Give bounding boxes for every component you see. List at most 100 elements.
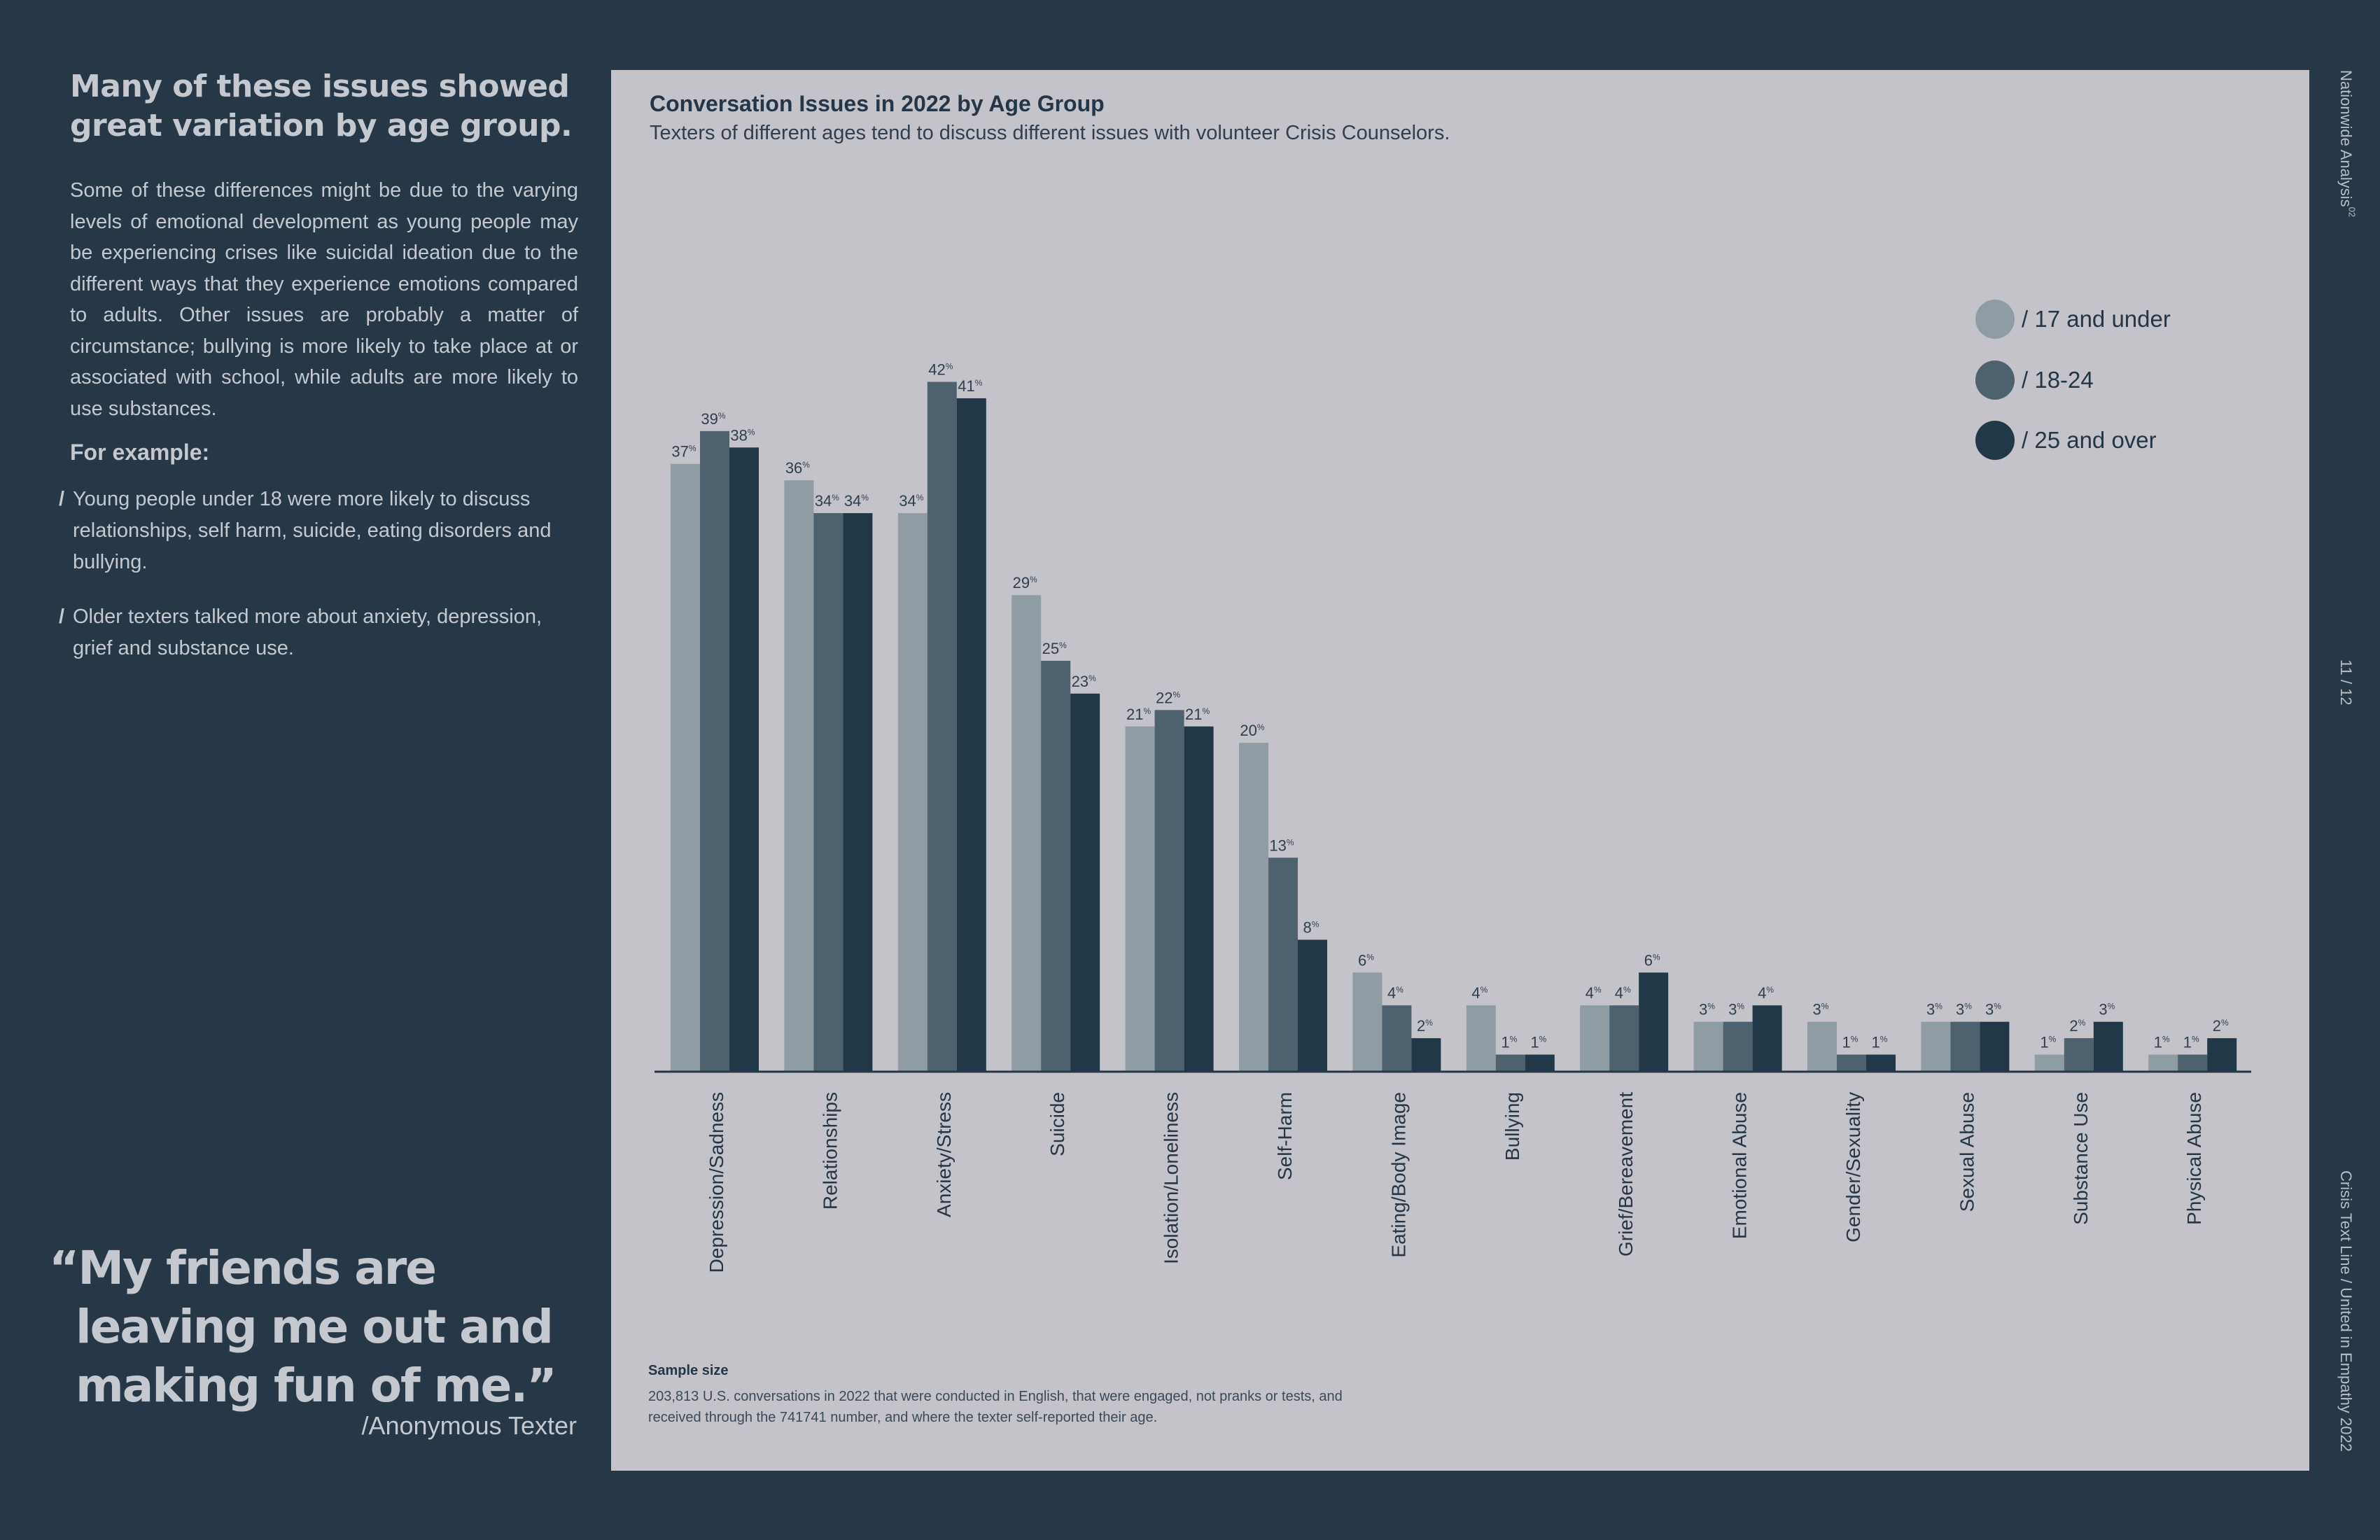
bar bbox=[1525, 1054, 1555, 1071]
legend-label: / 17 and under bbox=[2022, 306, 2171, 332]
data-label: 38% bbox=[730, 426, 755, 444]
bar bbox=[1352, 972, 1382, 1071]
data-label: 2% bbox=[2213, 1017, 2229, 1035]
bar bbox=[1382, 1005, 1412, 1071]
category-label: Grief/Bereavement bbox=[1615, 1092, 1637, 1256]
data-label: 3% bbox=[2099, 1001, 2115, 1018]
data-label: 39% bbox=[701, 410, 725, 428]
bar bbox=[1154, 710, 1184, 1071]
category-label: Relationships bbox=[819, 1092, 841, 1210]
bullet-marker: / bbox=[59, 606, 65, 628]
data-label: 21% bbox=[1185, 706, 1210, 723]
bar bbox=[671, 463, 700, 1071]
data-label: 25% bbox=[1042, 640, 1067, 657]
bar bbox=[927, 382, 957, 1071]
data-label: 21% bbox=[1126, 706, 1151, 723]
legend-label: / 18-24 bbox=[2022, 367, 2094, 393]
bar bbox=[1609, 1005, 1639, 1071]
category-label: Depression/Sadness bbox=[706, 1092, 727, 1273]
side-section-label: Nationwide Analysis02 bbox=[2337, 70, 2358, 218]
data-label: 41% bbox=[958, 377, 982, 395]
data-label: 29% bbox=[1013, 574, 1037, 592]
data-label: 3% bbox=[1926, 1001, 1942, 1018]
bar-chart: 37% 39% 38% Depression/Sadness 36% 34% 34% Rela… bbox=[654, 300, 2251, 1273]
quote-line: “My friends are bbox=[49, 1241, 437, 1295]
data-label: 1% bbox=[1842, 1034, 1858, 1051]
bar bbox=[2148, 1054, 2178, 1071]
data-label: 4% bbox=[1758, 984, 1774, 1002]
bar bbox=[1011, 595, 1042, 1071]
data-label: 4% bbox=[1471, 984, 1488, 1002]
intro-section: Many of these issues showed great variat… bbox=[59, 67, 578, 687]
bar bbox=[1466, 1005, 1496, 1071]
data-label: 36% bbox=[785, 459, 810, 477]
data-label: 34% bbox=[815, 492, 839, 510]
bar bbox=[1298, 939, 1327, 1071]
data-label: 23% bbox=[1072, 673, 1096, 690]
bar bbox=[1693, 1021, 1723, 1071]
bar bbox=[1639, 972, 1669, 1071]
bar bbox=[2064, 1038, 2094, 1071]
bar bbox=[784, 480, 814, 1071]
intro-paragraph: Some of these differences might be due t… bbox=[70, 179, 578, 420]
category-label: Bullying bbox=[1502, 1092, 1523, 1161]
bar bbox=[2178, 1054, 2208, 1071]
bar bbox=[1752, 1005, 1782, 1071]
quote-line: leaving me out and bbox=[76, 1300, 554, 1354]
data-label: 1% bbox=[1530, 1034, 1546, 1051]
legend-swatch bbox=[1975, 421, 2015, 460]
bar bbox=[1411, 1038, 1441, 1071]
bar bbox=[2034, 1054, 2064, 1071]
quote-text: “My friends are leaving me out and makin… bbox=[49, 1239, 581, 1415]
bar bbox=[1580, 1005, 1610, 1071]
category-label: Eating/Body Image bbox=[1387, 1092, 1409, 1258]
category-label: Substance Use bbox=[2070, 1092, 2092, 1225]
section-heading: Many of these issues showed great variat… bbox=[70, 69, 573, 144]
example-list: / Young people under 18 were more likely… bbox=[59, 484, 578, 664]
bar bbox=[1723, 1021, 1753, 1071]
bar bbox=[2093, 1021, 2123, 1071]
bar bbox=[1268, 858, 1298, 1071]
data-label: 13% bbox=[1269, 836, 1294, 854]
bar bbox=[1866, 1054, 1896, 1071]
bar bbox=[1495, 1054, 1525, 1071]
bar bbox=[1041, 661, 1071, 1071]
data-label: 3% bbox=[1956, 1001, 1972, 1018]
bar bbox=[1980, 1021, 2010, 1071]
category-label: Anxiety/Stress bbox=[933, 1092, 955, 1217]
data-label: 3% bbox=[1699, 1001, 1715, 1018]
bar bbox=[729, 447, 759, 1071]
bar bbox=[1070, 693, 1100, 1071]
category-label: Gender/Sexuality bbox=[1842, 1092, 1864, 1242]
data-label: 3% bbox=[1728, 1001, 1744, 1018]
legend-swatch bbox=[1975, 360, 2015, 400]
data-label: 1% bbox=[2154, 1034, 2170, 1051]
bar bbox=[1184, 726, 1214, 1071]
category-label: Isolation/Loneliness bbox=[1161, 1092, 1182, 1264]
legend-swatch bbox=[1975, 300, 2015, 339]
bar bbox=[1921, 1021, 1951, 1071]
sample-size-title: Sample size bbox=[648, 1363, 729, 1378]
list-item-text: Older texters talked more about anxiety,… bbox=[73, 606, 542, 659]
bar bbox=[897, 513, 927, 1071]
data-label: 6% bbox=[1358, 951, 1374, 969]
data-label: 4% bbox=[1387, 984, 1404, 1002]
chart-title: Conversation Issues in 2022 by Age Group bbox=[650, 91, 1105, 116]
data-label: 20% bbox=[1240, 722, 1264, 739]
bar bbox=[843, 513, 873, 1071]
bar bbox=[1125, 726, 1155, 1071]
bar bbox=[813, 513, 844, 1071]
data-label: 3% bbox=[1813, 1001, 1829, 1018]
example-heading: For example: bbox=[70, 440, 210, 465]
sample-size-text: 203,813 U.S. conversations in 2022 that … bbox=[648, 1389, 1343, 1425]
chart-subtitle: Texters of different ages tend to discus… bbox=[650, 122, 1450, 144]
list-item-text: Young people under 18 were more likely t… bbox=[73, 488, 552, 573]
data-label: 37% bbox=[671, 443, 696, 461]
data-label: 1% bbox=[2040, 1034, 2056, 1051]
data-label: 1% bbox=[2183, 1034, 2199, 1051]
bar bbox=[700, 430, 729, 1071]
bullet-marker: / bbox=[59, 488, 65, 510]
bar bbox=[1239, 743, 1268, 1071]
category-label: Sexual Abuse bbox=[1956, 1092, 1977, 1212]
data-label: 2% bbox=[1417, 1017, 1433, 1035]
